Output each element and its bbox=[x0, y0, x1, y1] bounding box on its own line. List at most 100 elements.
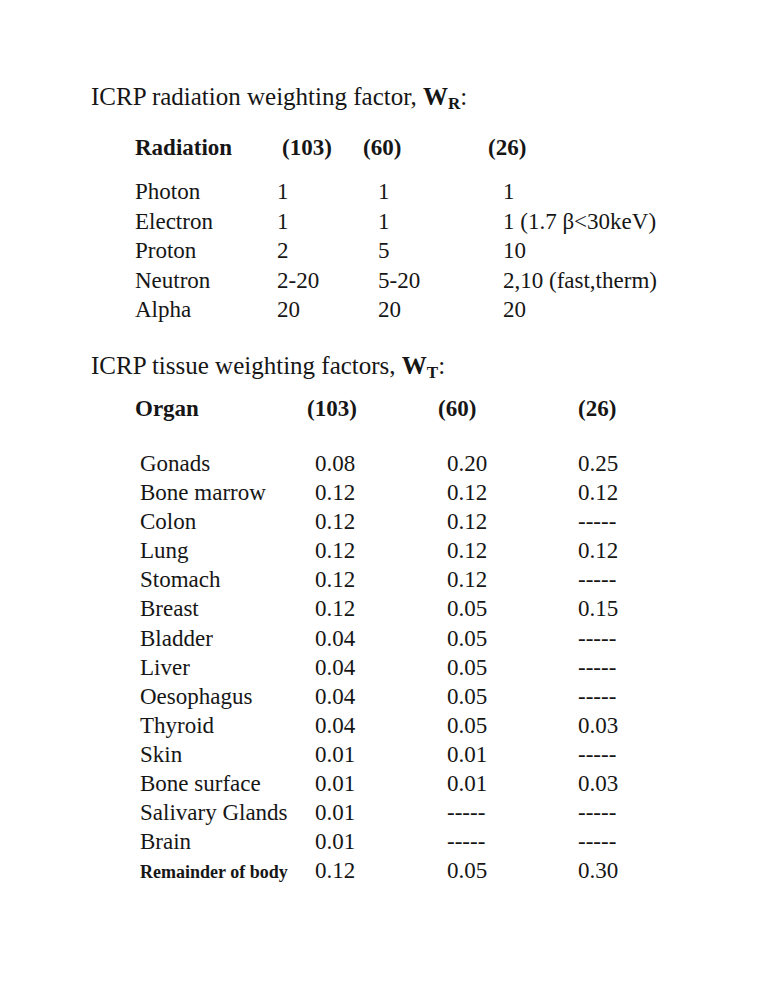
value-26: ----- bbox=[578, 740, 616, 769]
value-60: 0.12 bbox=[447, 507, 578, 536]
tissue-header-26: (26) bbox=[578, 394, 616, 423]
row-label: Colon bbox=[140, 507, 315, 536]
value-26: 0.03 bbox=[578, 711, 618, 740]
wr-symbol-subscript: R bbox=[448, 94, 460, 113]
value-26: 20 bbox=[503, 295, 526, 325]
tissue-table-body: Gonads 0.08 0.20 0.25 Bone marrow 0.12 0… bbox=[140, 449, 618, 885]
row-label: Bone marrow bbox=[140, 478, 315, 507]
value-26: 0.25 bbox=[578, 449, 618, 478]
radiation-title-colon: : bbox=[460, 83, 467, 110]
value-103: 0.12 bbox=[315, 478, 447, 507]
value-60: ----- bbox=[447, 798, 578, 827]
value-60: ----- bbox=[447, 827, 578, 856]
value-26: ----- bbox=[578, 682, 616, 711]
radiation-title-text: ICRP radiation weighting factor, bbox=[91, 83, 417, 110]
value-103: 1 bbox=[277, 207, 378, 237]
radiation-header-26: (26) bbox=[488, 133, 526, 162]
table-row: Oesophagus 0.04 0.05 ----- bbox=[140, 682, 618, 711]
value-103: 0.12 bbox=[315, 536, 447, 565]
value-103: 0.01 bbox=[315, 740, 447, 769]
table-row: Neutron 2-20 5-20 2,10 (fast,therm) bbox=[135, 266, 657, 296]
table-row: Skin 0.01 0.01 ----- bbox=[140, 740, 618, 769]
value-26: ----- bbox=[578, 624, 616, 653]
value-26: ----- bbox=[578, 798, 616, 827]
row-label: Oesophagus bbox=[140, 682, 315, 711]
value-26: ----- bbox=[578, 507, 616, 536]
table-row: Colon 0.12 0.12 ----- bbox=[140, 507, 618, 536]
value-103: 0.01 bbox=[315, 827, 447, 856]
table-row: Gonads 0.08 0.20 0.25 bbox=[140, 449, 618, 478]
value-103: 0.12 bbox=[315, 565, 447, 594]
value-103: 0.01 bbox=[315, 798, 447, 827]
radiation-header-60: (60) bbox=[363, 133, 488, 162]
value-26: ----- bbox=[578, 565, 616, 594]
value-60: 0.01 bbox=[447, 769, 578, 798]
value-103: 0.12 bbox=[315, 507, 447, 536]
table-row: Stomach 0.12 0.12 ----- bbox=[140, 565, 618, 594]
value-103: 0.04 bbox=[315, 624, 447, 653]
table-row: Thyroid 0.04 0.05 0.03 bbox=[140, 711, 618, 740]
tissue-header-60: (60) bbox=[438, 394, 578, 423]
value-103: 0.01 bbox=[315, 769, 447, 798]
row-label: Bone surface bbox=[140, 769, 315, 798]
value-103: 0.08 bbox=[315, 449, 447, 478]
row-label: Brain bbox=[140, 827, 315, 856]
row-label: Electron bbox=[135, 207, 277, 237]
value-60: 0.05 bbox=[447, 594, 578, 623]
table-row: Bone surface 0.01 0.01 0.03 bbox=[140, 769, 618, 798]
value-60: 0.01 bbox=[447, 740, 578, 769]
value-26: ----- bbox=[578, 653, 616, 682]
row-label: Photon bbox=[135, 177, 277, 207]
radiation-header-103: (103) bbox=[282, 133, 363, 162]
row-label: Neutron bbox=[135, 266, 277, 296]
row-label: Gonads bbox=[140, 449, 315, 478]
value-26: 0.12 bbox=[578, 478, 618, 507]
value-26: ----- bbox=[578, 827, 616, 856]
value-60: 0.05 bbox=[447, 856, 578, 885]
value-60: 0.12 bbox=[447, 478, 578, 507]
table-row: Brain 0.01 ----- ----- bbox=[140, 827, 618, 856]
value-26: 1 (1.7 β<30keV) bbox=[503, 207, 656, 237]
value-26: 0.12 bbox=[578, 536, 618, 565]
radiation-section-title: ICRP radiation weighting factor, WR: bbox=[91, 82, 467, 119]
tissue-table-header: Organ (103) (60) (26) bbox=[135, 394, 616, 423]
radiation-header-label: Radiation bbox=[135, 133, 282, 162]
value-26: 0.03 bbox=[578, 769, 618, 798]
value-60: 0.05 bbox=[447, 682, 578, 711]
tissue-header-103: (103) bbox=[307, 394, 438, 423]
value-60: 20 bbox=[378, 295, 503, 325]
table-row: Liver 0.04 0.05 ----- bbox=[140, 653, 618, 682]
wt-symbol: W bbox=[402, 352, 427, 379]
row-label-remainder: Remainder of body bbox=[140, 858, 315, 887]
table-row: Lung 0.12 0.12 0.12 bbox=[140, 536, 618, 565]
value-103: 0.04 bbox=[315, 682, 447, 711]
wr-symbol: W bbox=[423, 83, 448, 110]
table-row: Proton 2 5 10 bbox=[135, 236, 657, 266]
value-60: 0.05 bbox=[447, 653, 578, 682]
tissue-section-title: ICRP tissue weighting factors, WT: bbox=[91, 351, 445, 388]
value-26: 1 bbox=[503, 177, 515, 207]
row-label: Bladder bbox=[140, 624, 315, 653]
value-103: 0.12 bbox=[315, 856, 447, 885]
tissue-header-label: Organ bbox=[135, 394, 307, 423]
value-60: 0.05 bbox=[447, 711, 578, 740]
table-row: Electron 1 1 1 (1.7 β<30keV) bbox=[135, 207, 657, 237]
row-label: Salivary Glands bbox=[140, 798, 315, 827]
row-label: Thyroid bbox=[140, 711, 315, 740]
row-label: Skin bbox=[140, 740, 315, 769]
wt-symbol-subscript: T bbox=[427, 363, 438, 382]
value-60: 0.12 bbox=[447, 536, 578, 565]
row-label: Stomach bbox=[140, 565, 315, 594]
document-page: { "page": { "background": "#ffffff", "in… bbox=[0, 0, 768, 994]
value-26: 10 bbox=[503, 236, 526, 266]
row-label: Proton bbox=[135, 236, 277, 266]
value-103: 2-20 bbox=[277, 266, 378, 296]
value-60: 5-20 bbox=[378, 266, 503, 296]
value-60: 0.05 bbox=[447, 624, 578, 653]
value-103: 1 bbox=[277, 177, 378, 207]
table-row: Photon 1 1 1 bbox=[135, 177, 657, 207]
value-60: 1 bbox=[378, 207, 503, 237]
radiation-table-body: Photon 1 1 1 Electron 1 1 1 (1.7 β<30keV… bbox=[135, 177, 657, 325]
row-label: Liver bbox=[140, 653, 315, 682]
value-60: 1 bbox=[378, 177, 503, 207]
